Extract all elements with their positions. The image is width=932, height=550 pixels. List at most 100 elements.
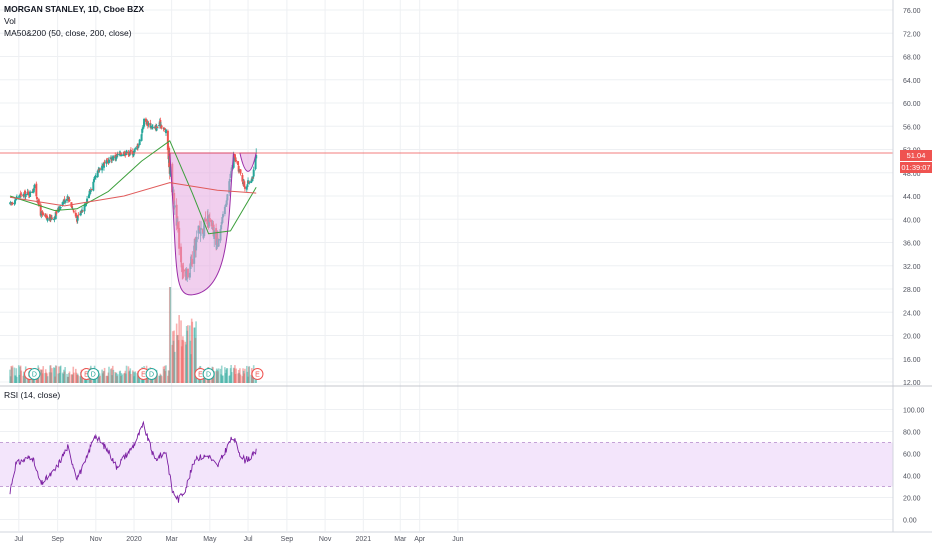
volume-bar: [146, 375, 149, 383]
volume-bar: [77, 375, 80, 383]
volume-bar: [63, 369, 65, 383]
candle-body: [114, 155, 117, 158]
volume-bar: [46, 376, 49, 383]
candle-body: [20, 193, 23, 195]
volume-bar: [130, 373, 132, 383]
volume-bar: [246, 365, 248, 383]
volume-bar: [10, 365, 13, 383]
time-tick-label: 2020: [126, 536, 142, 543]
rsi-tick-label: 100.00: [903, 408, 925, 415]
candle-body: [67, 198, 70, 200]
volume-bar: [80, 371, 82, 383]
marker-label: D: [91, 372, 96, 379]
candle-body: [241, 174, 244, 182]
price-tick-label: 64.00: [903, 78, 921, 85]
volume-bar: [178, 315, 180, 383]
volume-bar: [159, 373, 162, 383]
volume-bar: [22, 375, 24, 383]
volume-bar: [120, 373, 123, 383]
dividend-marker[interactable]: D: [202, 368, 215, 380]
candle-body: [250, 180, 253, 183]
candle-body: [137, 146, 140, 148]
candle-body: [129, 150, 132, 152]
volume-bar: [55, 365, 58, 383]
time-tick-label: Nov: [90, 536, 103, 543]
ma-legend[interactable]: MA50&200 (50, close, 200, close): [4, 28, 132, 38]
volume-bar: [106, 375, 108, 383]
volume-bar: [123, 373, 125, 383]
candle-body: [158, 125, 161, 127]
price-tick-label: 32.00: [903, 264, 921, 271]
candle-body: [252, 177, 255, 179]
countdown-tag: 01:39:07: [900, 162, 932, 173]
volume-bar: [75, 372, 78, 383]
candle-body: [169, 166, 172, 176]
price-tick-label: 60.00: [903, 101, 921, 108]
dividend-marker[interactable]: D: [87, 368, 100, 380]
volume-bar: [221, 375, 224, 383]
volume-bar: [164, 371, 167, 383]
volume-bar: [185, 326, 188, 383]
candle-body: [237, 165, 240, 172]
volume-bar: [239, 368, 241, 383]
time-tick-label: Sep: [281, 536, 294, 543]
volume-bar: [128, 371, 130, 383]
candle-body: [52, 219, 55, 221]
candle-body: [107, 159, 110, 163]
candle-body: [144, 118, 147, 122]
volume-bar: [118, 371, 121, 383]
volume-bar: [176, 335, 179, 383]
volume-bar: [121, 374, 123, 383]
candle-body: [233, 154, 236, 158]
candle-body: [239, 169, 242, 174]
dividend-marker[interactable]: D: [145, 368, 158, 380]
time-tick-label: Mar: [394, 536, 407, 543]
volume-bar: [19, 365, 22, 383]
volume-bar: [220, 365, 223, 383]
volume-bar: [244, 368, 246, 383]
volume-bar: [169, 287, 172, 383]
candle-body: [90, 188, 93, 190]
volume-bar: [217, 371, 219, 383]
volume-bar: [194, 337, 197, 383]
candle-body: [75, 215, 78, 219]
volume-bar: [242, 368, 244, 383]
volume-bar: [241, 376, 244, 383]
candle-body: [115, 154, 118, 159]
volume-bar: [215, 371, 217, 383]
time-tick-label: Jun: [452, 536, 463, 543]
candle-body: [81, 210, 84, 212]
volume-bar: [48, 372, 51, 383]
volume-bar: [125, 373, 127, 383]
volume-bar: [167, 370, 170, 383]
volume-bar: [64, 367, 66, 383]
price-tick-label: 44.00: [903, 194, 921, 201]
volume-bar: [103, 367, 106, 383]
candle-body: [102, 162, 105, 168]
candle-body: [235, 160, 238, 162]
rsi-legend[interactable]: RSI (14, close): [4, 390, 61, 400]
price-tick-label: 72.00: [903, 31, 921, 38]
volume-bar: [216, 369, 219, 383]
volume-bar: [180, 320, 182, 383]
volume-bar: [111, 375, 113, 383]
volume-bar: [110, 368, 113, 383]
volume-bar: [234, 365, 236, 383]
dividend-marker[interactable]: D: [28, 368, 41, 380]
candle-body: [146, 121, 149, 126]
earnings-marker[interactable]: E: [251, 368, 264, 380]
candle-body: [103, 161, 106, 163]
volume-legend[interactable]: Vol: [4, 16, 16, 26]
time-tick-label: Apr: [414, 536, 426, 543]
volume-bar: [165, 365, 167, 383]
volume-bar: [190, 354, 192, 383]
volume-bar: [163, 369, 165, 383]
volume-bar: [17, 365, 20, 383]
volume-bar: [133, 376, 135, 383]
volume-bar: [14, 375, 17, 383]
volume-bar: [45, 372, 48, 383]
rsi-tick-label: 0.00: [903, 518, 917, 525]
candle-body: [251, 176, 254, 182]
